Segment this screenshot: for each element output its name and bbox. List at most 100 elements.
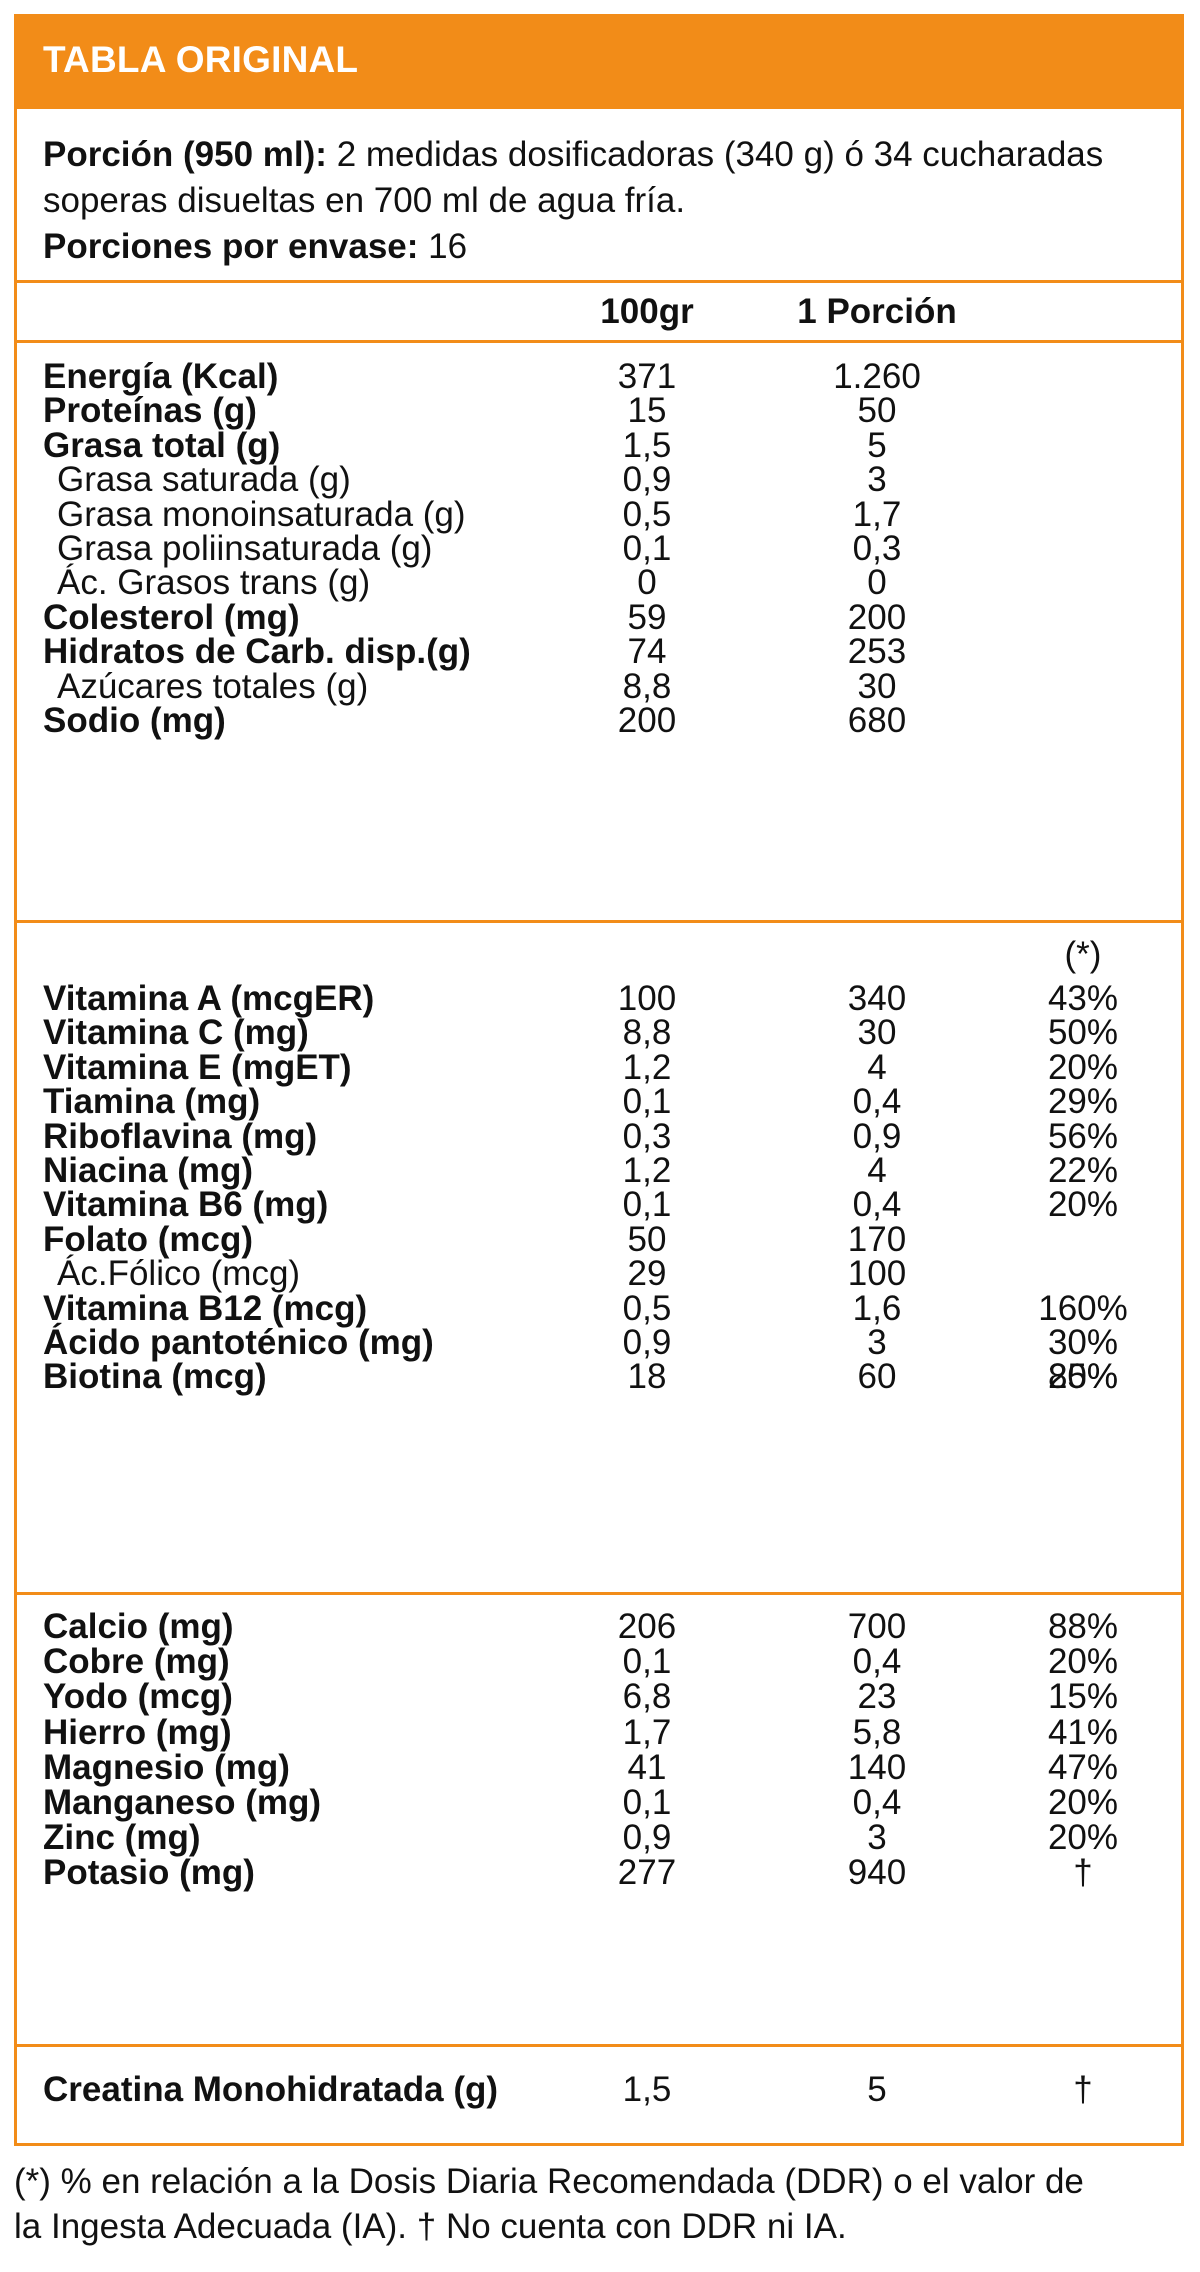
value-serving: 5 — [867, 425, 887, 465]
value-serving: 1,6 — [852, 1288, 902, 1328]
value-percent: 160% — [1038, 1288, 1128, 1328]
nutrient-name: Yodo (mcg) — [43, 1677, 233, 1717]
value-100g: 1,5 — [622, 425, 672, 465]
value-percent: 15% — [1047, 1677, 1119, 1717]
divider — [17, 340, 1181, 343]
nutrient-name: Ác. Grasos trans (g) — [57, 563, 371, 603]
value-percent: 20% — [1047, 1185, 1119, 1225]
nutrient-name: Azúcares totales (g) — [57, 666, 369, 706]
nutrient-name: Potasio (mg) — [43, 1853, 255, 1893]
value-100g: 1,2 — [622, 1151, 672, 1190]
value-100g: 8,8 — [622, 666, 672, 706]
nutrient-name: Manganeso (mg) — [43, 1783, 322, 1822]
value-percent: 29% — [1047, 1082, 1119, 1122]
value-100g: 0,9 — [622, 1818, 672, 1858]
divider — [17, 280, 1181, 283]
value-100g: 0,5 — [622, 1288, 672, 1328]
nutrient-name: Ácido pantoténico (mg) — [43, 1323, 434, 1362]
nutrient-name: Vitamina C (mg) — [43, 1013, 309, 1053]
value-serving: 60 — [857, 1357, 897, 1397]
value-serving: 340 — [847, 979, 907, 1018]
servings-per-pack: Porciones por envase: 16 — [43, 227, 467, 267]
value-serving: 3 — [867, 460, 887, 500]
nutrient-name: Biotina (mcg) — [43, 1357, 267, 1397]
value-percent: 50% — [1047, 1013, 1119, 1053]
value-100g: 0,5 — [622, 494, 672, 534]
value-serving: 4 — [867, 1151, 887, 1190]
value-serving: 140 — [847, 1747, 907, 1787]
col-header-serving: 1 Porción — [797, 292, 957, 331]
value-100g: 371 — [617, 357, 677, 396]
value-percent: † — [1073, 1853, 1093, 1893]
value-serving: 0,4 — [852, 1082, 902, 1122]
value-100g: 1,7 — [622, 1712, 672, 1752]
nutrient-name: Energía (Kcal) — [43, 357, 279, 396]
value-serving: 3 — [867, 1818, 887, 1858]
nutrient-name: Folato (mcg) — [43, 1219, 253, 1259]
value-serving: 50 — [857, 391, 897, 431]
value-serving: 0,4 — [852, 1185, 902, 1225]
value-serving: 5,8 — [852, 1712, 902, 1752]
nutrient-name: Calcio (mg) — [43, 1607, 234, 1646]
nutrient-name: Zinc (mg) — [43, 1818, 201, 1858]
nutrient-name: Vitamina E (mgET) — [43, 1047, 352, 1087]
value-percent: 30% — [1047, 1323, 1119, 1362]
nutrient-name: Ác.Fólico (mcg) — [57, 1254, 301, 1294]
value-serving: 0 — [867, 563, 887, 603]
value-100g: 0,1 — [622, 1185, 672, 1225]
value-100g: 18 — [627, 1357, 667, 1397]
folate-percent: 85% — [1047, 1357, 1119, 1396]
value-serving: 4 — [867, 1047, 887, 1087]
value-percent: 47% — [1047, 1747, 1119, 1787]
value-serving: 253 — [847, 632, 907, 672]
nutrient-name: Vitamina B6 (mg) — [43, 1185, 329, 1225]
col-header-100g: 100gr — [600, 292, 694, 331]
value-100g: 206 — [617, 1607, 677, 1646]
servings-per-pack-label: Porciones por envase: — [43, 227, 419, 266]
nutrient-name: Vitamina B12 (mcg) — [43, 1288, 368, 1328]
nutrient-name: Vitamina A (mcgER) — [43, 979, 375, 1018]
value-percent: 41% — [1047, 1712, 1119, 1752]
value-serving: 700 — [847, 1607, 907, 1646]
nutrient-name: Hierro (mg) — [43, 1712, 232, 1752]
value-percent: 20% — [1047, 1642, 1119, 1682]
value-percent: 22% — [1047, 1151, 1119, 1190]
value-serving: 0,4 — [852, 1783, 902, 1822]
value-100g: 1,5 — [622, 2070, 672, 2109]
value-100g: 200 — [617, 701, 677, 740]
percent-marker: (*) — [1064, 935, 1102, 974]
nutrient-name: Hidratos de Carb. disp.(g) — [43, 632, 471, 672]
nutrient-name: Colesterol (mg) — [43, 597, 300, 637]
value-100g: 0,9 — [622, 1323, 672, 1362]
value-100g: 0,1 — [622, 1642, 672, 1682]
value-100g: 277 — [617, 1853, 677, 1893]
nutrient-name: Grasa total (g) — [43, 425, 281, 465]
value-percent: 43% — [1047, 979, 1119, 1018]
value-100g: 59 — [627, 597, 667, 637]
footnote-line-2: la Ingesta Adecuada (IA). † No cuenta co… — [14, 2207, 847, 2246]
value-serving: 1,7 — [852, 494, 902, 534]
value-percent: † — [1073, 2070, 1093, 2109]
value-serving: 0,4 — [852, 1642, 902, 1682]
value-100g: 1,2 — [622, 1047, 672, 1087]
value-percent: 20% — [1047, 1818, 1119, 1858]
value-serving: 30 — [857, 1013, 897, 1053]
value-serving: 0,9 — [852, 1116, 902, 1156]
footnote-line-1: (*) % en relación a la Dosis Diaria Reco… — [14, 2162, 1084, 2201]
nutrient-name: Grasa monoinsaturada (g) — [57, 494, 466, 534]
value-percent: 88% — [1047, 1607, 1119, 1646]
divider — [17, 920, 1181, 923]
value-serving: 3 — [867, 1323, 887, 1362]
table-title: TABLA ORIGINAL — [43, 39, 359, 80]
value-percent: 20% — [1047, 1047, 1119, 1087]
value-percent: 56% — [1047, 1116, 1119, 1156]
value-100g: 0,1 — [622, 1082, 672, 1122]
value-serving: 940 — [847, 1853, 907, 1893]
nutrient-name: Sodio (mg) — [43, 701, 226, 740]
value-serving: 170 — [847, 1219, 907, 1259]
nutrient-name: Proteínas (g) — [43, 391, 257, 431]
value-100g: 0,1 — [622, 529, 672, 568]
divider — [17, 1592, 1181, 1595]
serving-line-1: Porción (950 ml): 2 medidas dosificadora… — [43, 135, 1103, 175]
nutrient-name: Grasa poliinsaturada (g) — [57, 529, 433, 568]
